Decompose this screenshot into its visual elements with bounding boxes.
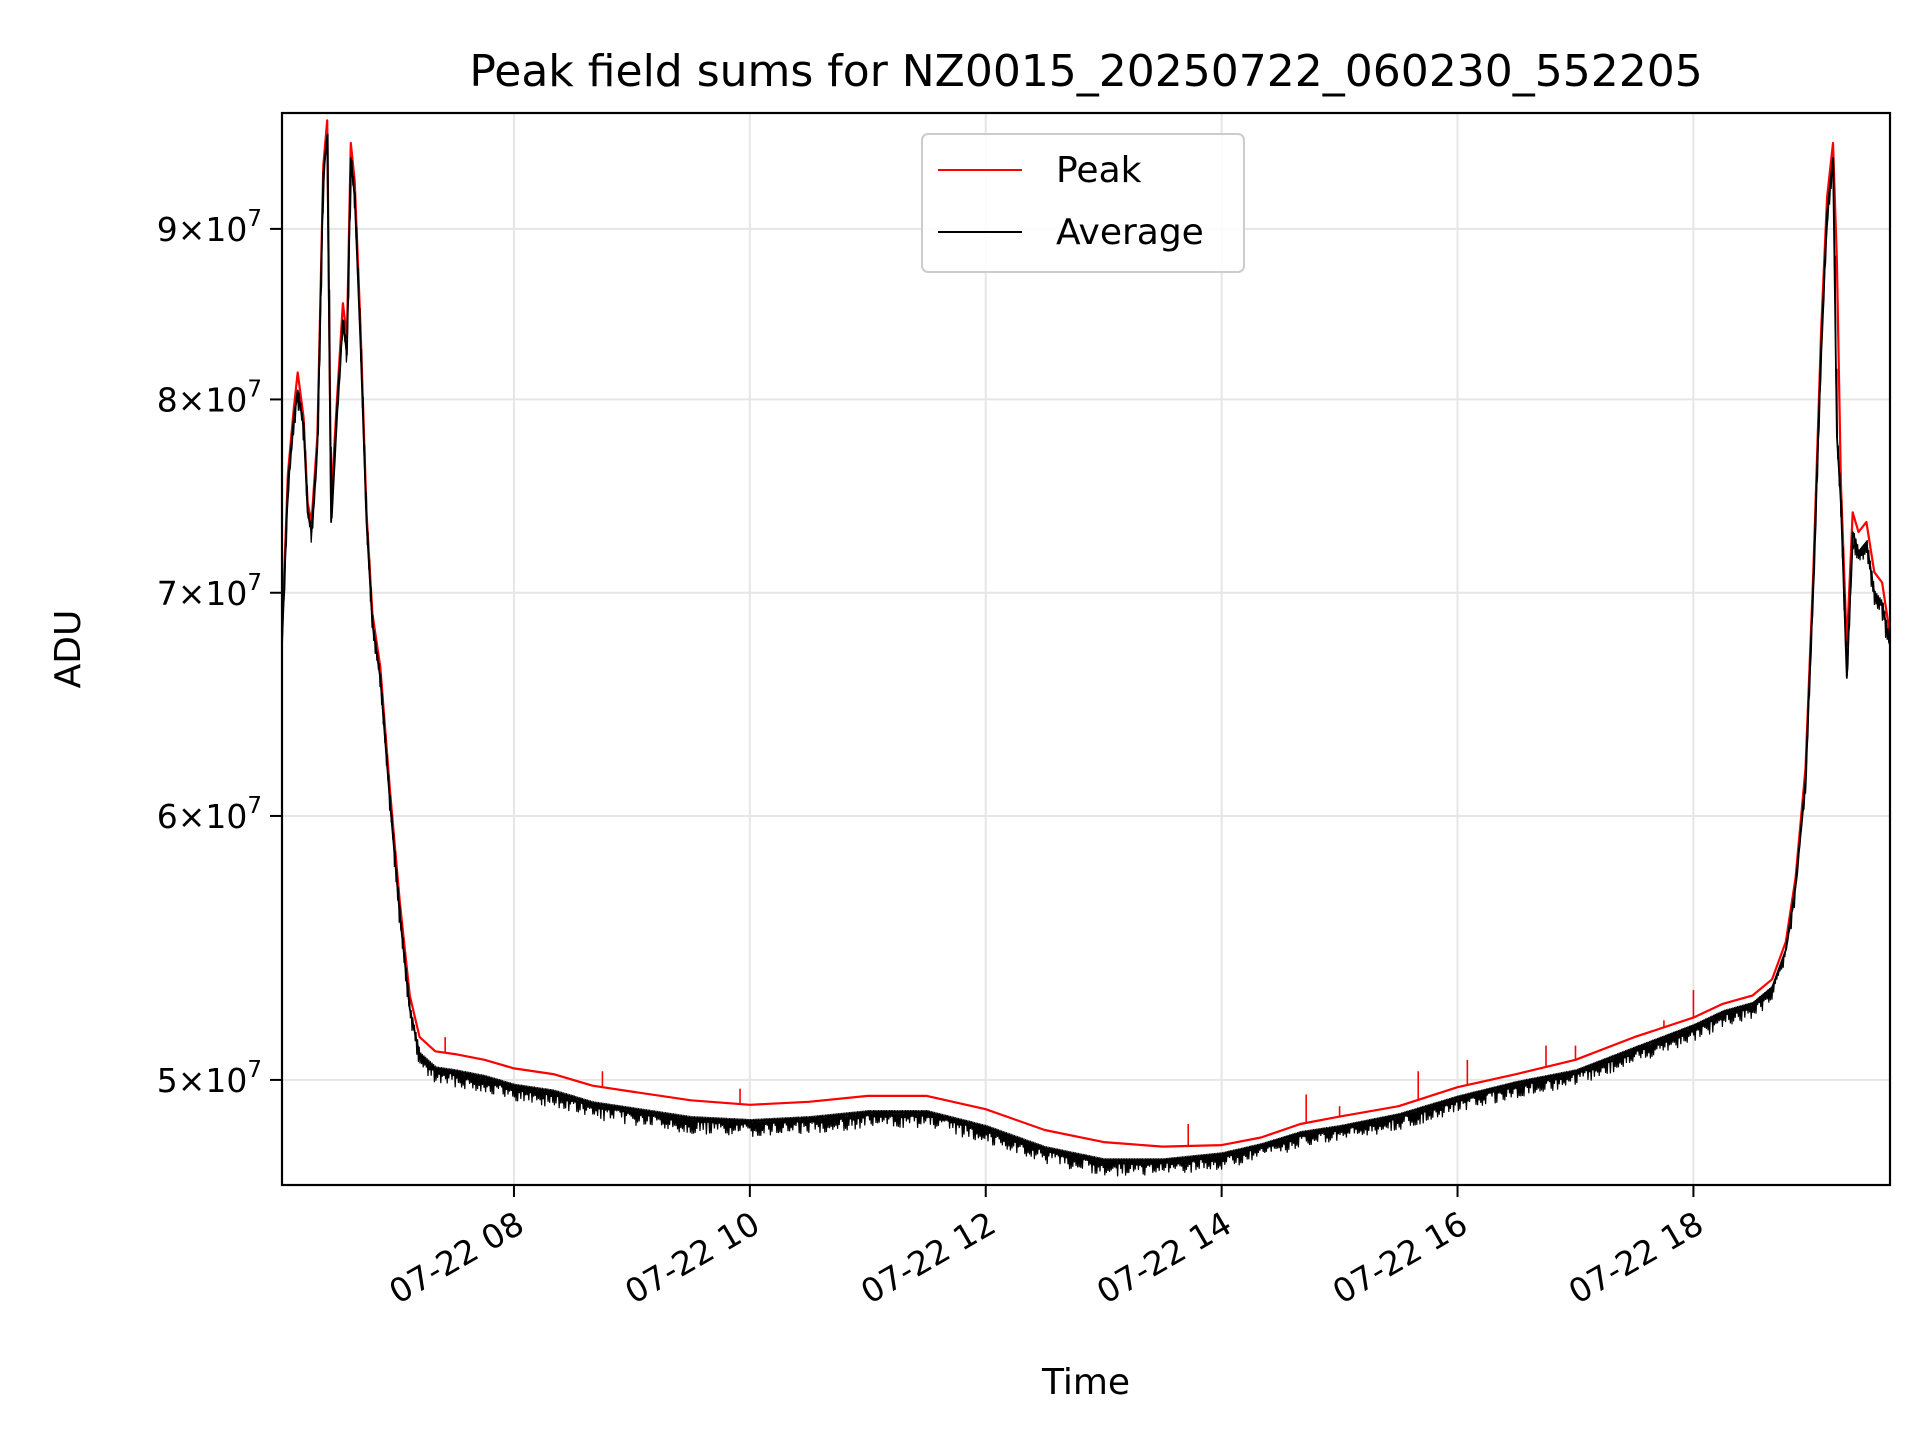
legend: Peak Average — [921, 133, 1245, 273]
y-tick-mantissa: 9 — [157, 210, 178, 249]
y-tick-exponent: 7 — [247, 793, 262, 819]
y-tick-mantissa: 8 — [157, 380, 178, 419]
x-axis-label: Time — [1041, 1362, 1130, 1403]
y-tick-label: 5×107 — [157, 1057, 262, 1100]
series-line-average — [282, 134, 1890, 1162]
y-tick-base: ×10 — [178, 797, 248, 836]
y-tick-base: ×10 — [178, 380, 248, 419]
y-tick-base: ×10 — [178, 1061, 248, 1100]
y-tick-mantissa: 5 — [157, 1061, 178, 1100]
y-tick-exponent: 7 — [247, 376, 262, 402]
y-tick-base: ×10 — [178, 574, 248, 613]
y-tick-exponent: 7 — [247, 1057, 262, 1083]
y-tick-mantissa: 7 — [157, 574, 178, 613]
legend-label-peak: Peak — [1056, 150, 1142, 191]
y-tick-mantissa: 6 — [157, 797, 178, 836]
y-tick-label: 7×107 — [157, 570, 262, 613]
plot-frame — [280, 111, 1892, 1187]
y-tick-exponent: 7 — [247, 206, 262, 232]
y-axis-label: ADU — [48, 610, 89, 689]
y-tick-label: 9×107 — [157, 206, 262, 249]
series-layer — [282, 119, 1890, 1177]
y-tick-label: 8×107 — [157, 376, 262, 419]
legend-box — [921, 133, 1245, 273]
y-tick-label: 6×107 — [157, 793, 262, 836]
chart-title: Peak field sums for NZ0015_20250722_0602… — [469, 46, 1702, 97]
legend-label-average: Average — [1056, 212, 1204, 253]
y-tick-exponent: 7 — [247, 570, 262, 596]
y-tick-base: ×10 — [178, 210, 248, 249]
